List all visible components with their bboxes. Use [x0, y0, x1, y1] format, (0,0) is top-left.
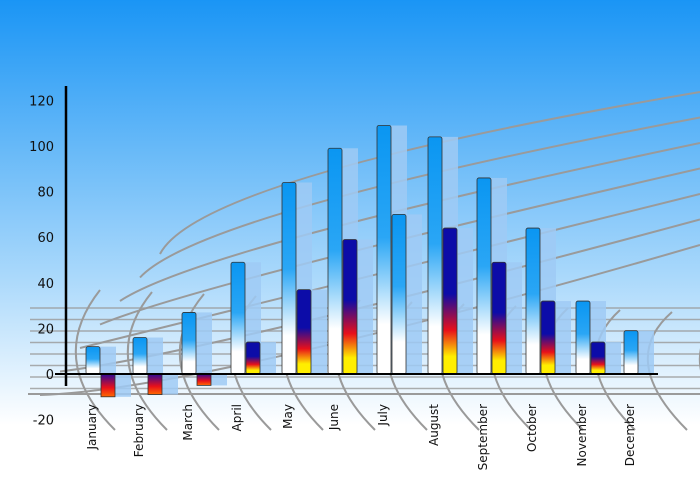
bar-series2-january: [100, 373, 116, 398]
x-tick-label: January: [85, 404, 99, 451]
bar-series2-november: [590, 341, 606, 375]
bar-shadow: [209, 374, 227, 386]
x-tick-label: March: [181, 404, 195, 441]
x-tick-label: December: [623, 404, 637, 466]
bar-shadow: [504, 262, 522, 374]
bar-series1-october: [525, 227, 541, 375]
bar-shadow: [455, 228, 473, 374]
bar-series1-august: [427, 136, 443, 375]
grid-line: [74, 289, 116, 431]
y-tick-label: -20: [33, 414, 54, 429]
bar-shadow: [113, 374, 131, 397]
bar-shadow: [309, 289, 327, 374]
bar-shadow: [258, 342, 276, 374]
bar-series1-march: [181, 312, 197, 375]
bar-series1-may: [281, 182, 297, 375]
x-tick-label: July: [376, 404, 390, 427]
bar-series2-february: [147, 373, 163, 395]
y-tick-label: 100: [29, 140, 54, 155]
grid-line: [178, 293, 220, 431]
grid-line: [159, 91, 700, 255]
y-tick-label: 60: [37, 231, 54, 246]
bar-series1-april: [230, 261, 246, 375]
bar-series2-october: [540, 300, 556, 375]
y-tick-label: 120: [29, 94, 54, 109]
y-tick-label: 80: [37, 186, 54, 201]
bar-shadow: [194, 312, 212, 374]
bar-shadow: [98, 346, 116, 374]
x-tick-label: April: [230, 404, 244, 431]
bar-shadow: [355, 239, 373, 374]
bar-series2-april: [245, 341, 261, 375]
bar-shadow: [603, 342, 621, 374]
bar-series2-september: [491, 261, 507, 375]
bar-series1-december: [623, 330, 639, 375]
x-tick-label: June: [327, 404, 341, 431]
bar-shadow: [145, 337, 163, 374]
bar-shadow: [636, 330, 654, 374]
bar-shadow: [553, 301, 571, 374]
x-tick-label: February: [132, 404, 146, 457]
y-tick-label: 20: [37, 322, 54, 337]
bar-series1-july: [376, 125, 392, 375]
y-tick-label: 0: [46, 368, 54, 383]
bar-shadow: [404, 214, 422, 374]
bar-series2-august: [442, 227, 458, 375]
bar-series1-september: [476, 177, 492, 375]
bar-series2-july: [391, 213, 407, 375]
bar-series2-march: [196, 373, 212, 386]
x-tick-label: May: [281, 404, 295, 429]
bar-shadow: [160, 374, 178, 395]
x-tick-label: November: [575, 404, 589, 466]
bar-series1-november: [575, 300, 591, 375]
y-tick-label: 40: [37, 277, 54, 292]
bar-series2-june: [342, 239, 358, 375]
x-tick-label: August: [427, 404, 441, 446]
bar-series1-february: [132, 337, 148, 375]
grid-line: [126, 291, 168, 431]
bar-series1-june: [327, 147, 343, 375]
bar-series1-january: [85, 346, 101, 375]
bar-series2-may: [296, 289, 312, 375]
x-tick-label: October: [525, 404, 539, 452]
x-tick-label: September: [476, 404, 490, 470]
